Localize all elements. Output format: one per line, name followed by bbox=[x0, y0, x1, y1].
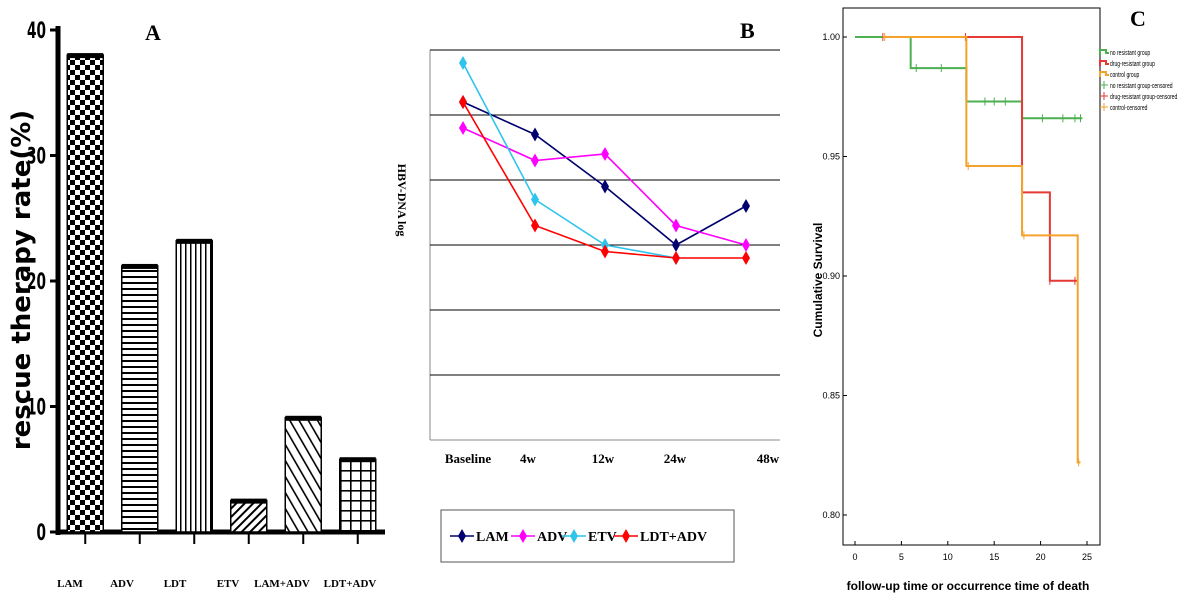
panel-c-x-tick-label: 10 bbox=[943, 552, 953, 562]
panel-c-legend-label: control-censored bbox=[1110, 104, 1147, 112]
panel-c-x-tick-label: 0 bbox=[852, 552, 857, 562]
panel-a-bar-cap bbox=[339, 457, 376, 463]
panel-a-y-tick-label: 40 bbox=[27, 19, 46, 44]
panel-c-y-tick-label: 0.85 bbox=[822, 391, 840, 401]
panel-c-legend-label: drug-resistant group bbox=[1110, 60, 1155, 68]
panel-c-x-tick-label: 15 bbox=[989, 552, 999, 562]
panel-b-category-label: Baseline bbox=[445, 451, 491, 466]
panel-c-x-axis-label: follow-up time or occurrence time of dea… bbox=[847, 579, 1090, 593]
panel-a-bar-cap bbox=[285, 415, 322, 421]
panel-a-label: A bbox=[145, 20, 161, 45]
panel-a-y-tick-label: 0 bbox=[37, 521, 46, 546]
panel-b-category-label: 12w bbox=[592, 451, 615, 466]
panel-c-y-tick-label: 0.90 bbox=[822, 271, 840, 281]
panel-a-category-label: ETV bbox=[217, 578, 240, 590]
panel-a-category-label: ADV bbox=[110, 578, 134, 590]
panel-c-y-tick-label: 1.00 bbox=[822, 32, 840, 42]
panel-a-category-label: LDT bbox=[164, 578, 187, 590]
panel-b-legend-marker bbox=[622, 529, 630, 543]
panel-c-legend-swatch bbox=[1099, 71, 1109, 77]
panel-b-category-label: 4w bbox=[520, 451, 537, 466]
panel-c-y-axis-label: Cumulative Survival bbox=[811, 223, 825, 338]
panel-a-bar bbox=[284, 417, 322, 533]
panel-c-x-tick-label: 20 bbox=[1036, 552, 1046, 562]
panel-b-legend-box bbox=[440, 509, 735, 563]
panel-b-line-chart: B HBV-DNA log Baseline 4w 12w 24w 48w LAM ADV… bbox=[395, 18, 780, 563]
panel-b-data-point bbox=[672, 218, 680, 233]
panel-a-y-tick-label: 20 bbox=[27, 270, 46, 295]
panel-c-survival-chart: C Cumulative Survival follow-up time or … bbox=[811, 6, 1177, 593]
panel-c-y-tick-label: 0.95 bbox=[822, 152, 840, 162]
panel-b-data-point bbox=[672, 251, 680, 265]
panel-b-data-point bbox=[742, 199, 750, 213]
panel-b-data-point bbox=[459, 121, 467, 135]
panel-c-legend-label: drug-resistant group-censored bbox=[1110, 93, 1177, 101]
panel-b-data-point bbox=[601, 244, 609, 259]
panel-a-bar-cap bbox=[121, 263, 158, 269]
panel-b-data-point bbox=[742, 251, 750, 265]
panel-b-legend-marker bbox=[570, 529, 578, 543]
panel-c-y-tick-label: 0.80 bbox=[822, 510, 840, 520]
panel-b-data-point bbox=[601, 179, 609, 194]
panel-b-data-point bbox=[459, 56, 467, 70]
panel-c-legend-label: no resistant group bbox=[1110, 49, 1151, 57]
panel-a-bar bbox=[66, 54, 104, 533]
panel-b-legend-marker bbox=[458, 529, 466, 543]
panel-b-data-point bbox=[531, 153, 539, 168]
panel-b-legend-label: LDT+ADV bbox=[640, 530, 707, 545]
panel-a-bar bbox=[230, 499, 268, 533]
panel-c-legend-swatch bbox=[1100, 92, 1108, 100]
panel-a-bar-cap bbox=[67, 53, 104, 59]
panel-a-bar-cap bbox=[176, 238, 213, 244]
panel-c-label: C bbox=[1130, 6, 1146, 31]
panel-b-data-point bbox=[742, 238, 750, 252]
panel-a-category-label: LAM+ADV bbox=[254, 578, 310, 590]
panel-b-data-point bbox=[531, 218, 539, 233]
panel-b-data-point bbox=[459, 95, 467, 109]
panel-a-y-axis-label: rescue therapy rate(%) bbox=[7, 110, 37, 450]
panel-a-bar bbox=[339, 458, 377, 533]
panel-c-legend-swatch bbox=[1099, 49, 1109, 55]
panel-a-category-label: LDT+ADV bbox=[324, 578, 377, 590]
panel-b-data-point bbox=[601, 147, 609, 161]
panel-c-legend-label: control group bbox=[1110, 71, 1140, 79]
panel-a-bar-chart: A rescue therapy rate(%) 0 10 20 30 40 LAM AD… bbox=[7, 19, 385, 590]
panel-b-legend-label: ADV bbox=[537, 530, 567, 545]
panel-b-legend-marker bbox=[519, 529, 527, 543]
panel-b-label: B bbox=[740, 18, 755, 43]
panel-c-x-tick-label: 5 bbox=[899, 552, 904, 562]
panel-a-y-tick-label: 10 bbox=[27, 395, 46, 420]
panel-a-bar bbox=[175, 240, 213, 533]
panel-b-legend-label: ETV bbox=[588, 530, 617, 545]
panel-b-legend-label: LAM bbox=[476, 530, 509, 545]
panel-b-category-label: 48w bbox=[757, 451, 780, 466]
panel-b-data-point bbox=[531, 127, 539, 142]
panel-c-x-tick-label: 25 bbox=[1082, 552, 1092, 562]
panel-b-data-point bbox=[672, 238, 680, 252]
panel-c-legend-swatch bbox=[1100, 103, 1108, 111]
panel-c-legend-label: no resistant group-censored bbox=[1110, 82, 1173, 90]
panel-b-data-point bbox=[531, 192, 539, 207]
panel-b-y-axis-label: HBV-DNA log bbox=[395, 164, 409, 237]
panel-a-bar bbox=[121, 265, 159, 533]
panel-b-category-label: 24w bbox=[664, 451, 687, 466]
panel-c-legend-swatch bbox=[1099, 60, 1109, 66]
panel-c-survival-curve bbox=[882, 36, 1078, 282]
panel-c-plot-frame bbox=[842, 7, 1101, 546]
panel-a-bar-cap bbox=[230, 498, 267, 504]
panel-c-survival-curve bbox=[882, 36, 1081, 464]
panel-a-category-label: LAM bbox=[57, 578, 83, 590]
panel-c-legend-swatch bbox=[1100, 81, 1108, 89]
panel-c-survival-curve bbox=[855, 36, 1083, 120]
panel-a-y-tick-label: 30 bbox=[27, 144, 46, 169]
panel-b-series-line bbox=[462, 62, 677, 259]
